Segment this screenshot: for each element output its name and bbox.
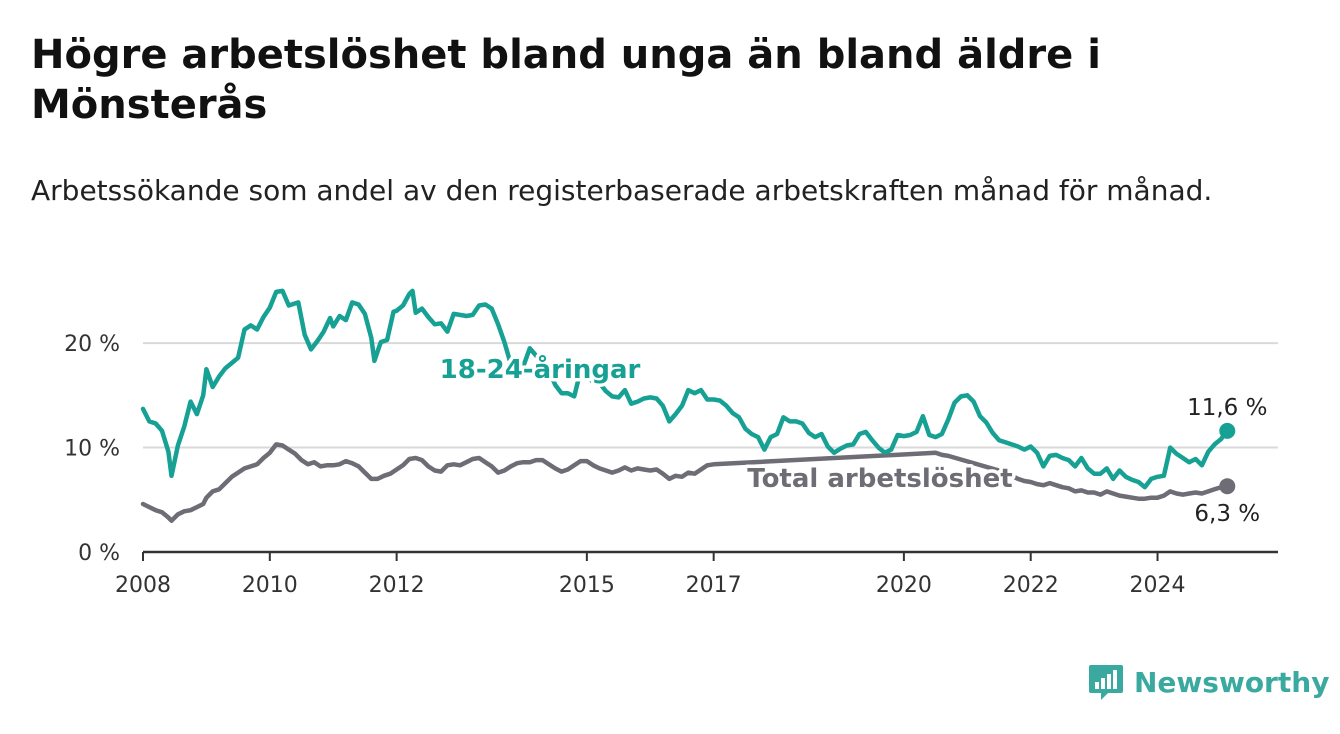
x-tick-label: 2008 [115, 573, 171, 598]
y-tick-label: 10 % [64, 437, 120, 462]
newsworthy-logo: Newsworthy [1088, 660, 1329, 704]
gridlines [143, 342, 1278, 449]
x-tick-label: 2022 [1003, 573, 1059, 598]
series-line [140, 442, 1230, 523]
series-end-marker [1219, 478, 1236, 495]
end-value-label: 6,3 % [1194, 501, 1260, 527]
chart-title: Högre arbetslöshet bland unga än bland ä… [31, 32, 1101, 128]
series-line [140, 288, 1230, 490]
series-lines [140, 288, 1236, 523]
y-tick-label: 0 % [78, 541, 120, 566]
x-tick-label: 2024 [1130, 573, 1186, 598]
end-value-label: 11,6 % [1187, 395, 1267, 421]
series-label: Total arbetslöshet [747, 464, 1012, 494]
series-label: 18-24-åringar [440, 353, 641, 385]
y-tick-label: 20 % [64, 332, 120, 357]
series-labels: 18-24-åringar Total arbetslöshet 11,6 % 6,3… [436, 350, 1267, 528]
brand-name: Newsworthy [1134, 665, 1330, 699]
x-tick-label: 2015 [559, 573, 615, 598]
chart-subtitle: Arbetssökande som andel av den registerb… [31, 174, 1213, 207]
series-end-marker [1219, 422, 1236, 439]
x-tick-label: 2012 [369, 573, 425, 598]
x-tick-label: 2020 [876, 573, 932, 598]
x-tick-label: 2010 [242, 573, 298, 598]
newsworthy-chart-bubble-icon [1089, 665, 1123, 700]
x-tick-label: 2017 [686, 573, 742, 598]
axes: 0 % 10 % 20 % 2008 2010 2012 2015 2017 2020 2022 2… [64, 332, 1278, 598]
